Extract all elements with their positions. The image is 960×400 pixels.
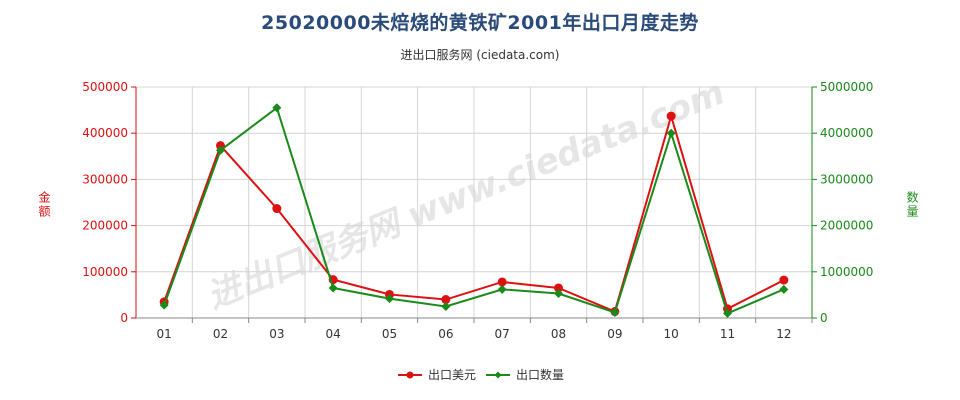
data-point-2 — [610, 307, 620, 317]
series-line-2 — [163, 106, 785, 315]
y-left-tick-label: 300000 — [82, 172, 128, 186]
data-point-1 — [441, 295, 451, 305]
data-point-2 — [159, 300, 169, 310]
x-tick-label: 08 — [551, 327, 566, 341]
x-tick-label: 05 — [382, 327, 397, 341]
x-tick-label: 09 — [607, 327, 622, 341]
x-tick-label: 10 — [664, 327, 679, 341]
y-left-tick-label: 0 — [120, 311, 128, 325]
y-right-tick-label: 3000000 — [820, 172, 873, 186]
y-right-tick-label: 1000000 — [820, 265, 873, 279]
y-left-axis-label: 金额 — [37, 190, 51, 219]
y-left-tick-label: 200000 — [82, 219, 128, 233]
y-right-tick-label: 0 — [820, 311, 828, 325]
x-tick-label: 07 — [495, 327, 510, 341]
data-point-1 — [554, 283, 563, 293]
data-point-2 — [216, 145, 225, 155]
y-right-tick-label: 4000000 — [820, 126, 873, 140]
chart-title: 25020000未焙烧的黄铁矿2001年出口月度走势 — [261, 12, 699, 34]
data-point-2 — [723, 308, 732, 318]
x-tick-label: 02 — [213, 327, 228, 341]
data-point-2 — [779, 284, 789, 294]
data-point-2 — [441, 301, 451, 311]
y-left-tick-label: 400000 — [82, 126, 128, 140]
series-line-1 — [163, 112, 785, 313]
data-point-1 — [497, 277, 507, 287]
x-tick-label: 12 — [776, 327, 791, 341]
y-right-axis-label: 数量 — [905, 190, 919, 219]
legend-label: 出口数量 — [516, 367, 564, 382]
data-point-2 — [328, 283, 338, 293]
data-point-2 — [497, 284, 507, 294]
y-right-tick-label: 2000000 — [820, 219, 873, 233]
data-point-2 — [554, 289, 563, 299]
data-point-1 — [272, 204, 282, 214]
legend-label: 出口美元 — [428, 368, 476, 382]
y-left-tick-label: 100000 — [82, 265, 128, 279]
data-point-2 — [272, 103, 282, 113]
x-tick-label: 04 — [326, 327, 341, 341]
data-point-1 — [779, 275, 789, 285]
x-tick-label: 06 — [438, 327, 453, 341]
legend-swatch-marker — [406, 371, 414, 379]
data-point-2 — [385, 294, 394, 304]
y-left-tick-label: 500000 — [82, 80, 128, 94]
y-right-tick-label: 5000000 — [820, 80, 873, 94]
legend-swatch-marker — [494, 371, 502, 379]
data-point-2 — [666, 128, 676, 138]
x-tick-label: 11 — [720, 327, 735, 341]
x-tick-label: 01 — [157, 327, 172, 341]
chart-subtitle: 进出口服务网 (ciedata.com) — [400, 48, 560, 62]
data-point-1 — [666, 111, 676, 121]
x-tick-label: 03 — [269, 327, 284, 341]
